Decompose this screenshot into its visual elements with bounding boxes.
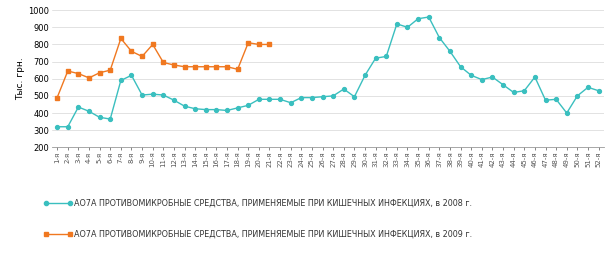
Text: АО7А ПРОТИВОМИКРОБНЫЕ СРЕДСТВА, ПРИМЕНЯЕМЫЕ ПРИ КИШЕЧНЫХ ИНФЕКЦИЯХ, в 2009 г.: АО7А ПРОТИВОМИКРОБНЫЕ СРЕДСТВА, ПРИМЕНЯЕ…: [74, 229, 473, 238]
Text: АО7А ПРОТИВОМИКРОБНЫЕ СРЕДСТВА, ПРИМЕНЯЕМЫЕ ПРИ КИШЕЧНЫХ ИНФЕКЦИЯХ, в 2008 г.: АО7А ПРОТИВОМИКРОБНЫЕ СРЕДСТВА, ПРИМЕНЯЕ…: [74, 199, 472, 208]
Y-axis label: Тыс. грн.: Тыс. грн.: [16, 57, 25, 100]
